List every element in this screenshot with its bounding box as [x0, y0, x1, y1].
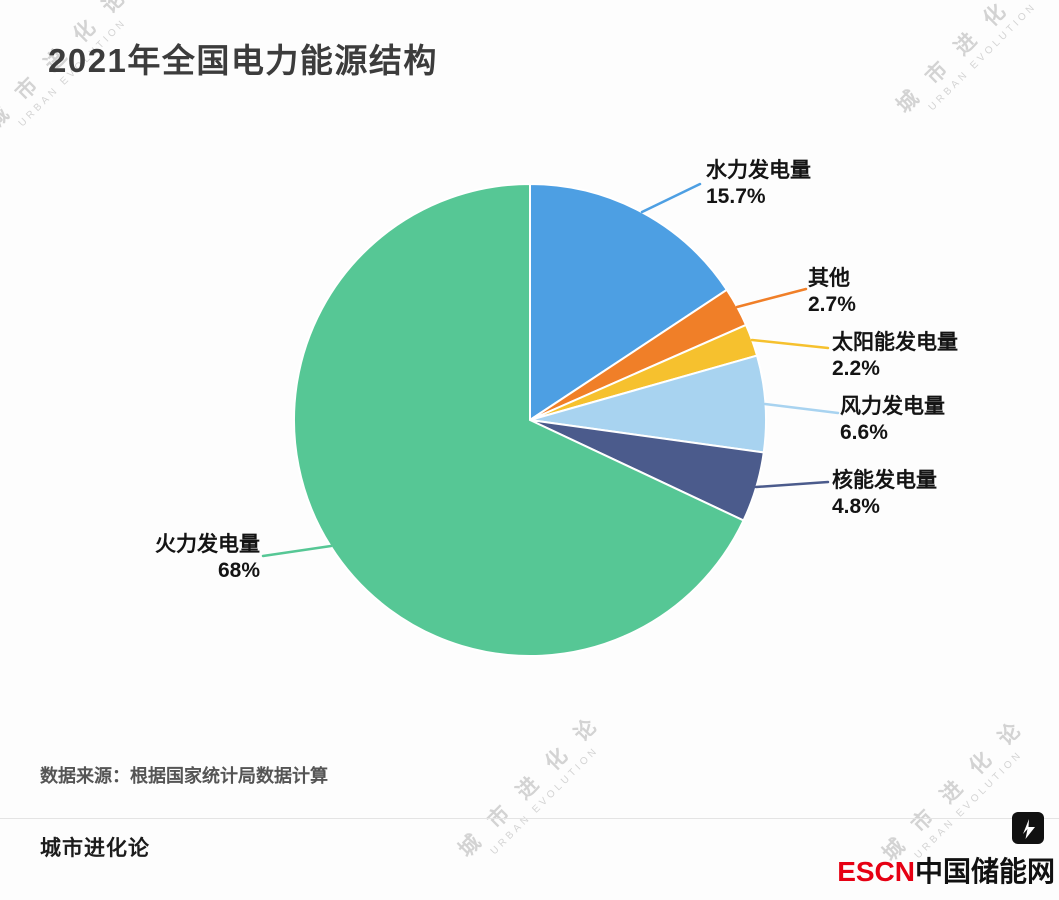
slice-percent: 2.2%	[832, 357, 880, 380]
escn-logo-icon	[1012, 812, 1044, 844]
pie-slices-group	[292, 182, 767, 657]
footer-divider	[0, 818, 1059, 819]
slice-percent: 4.8%	[832, 495, 880, 518]
slice-label-hydro: 水力发电量 15.7%	[706, 158, 811, 210]
leader-lines-group	[261, 182, 840, 558]
slice-name: 火力发电量	[155, 533, 260, 556]
slice-name: 水力发电量	[706, 159, 811, 182]
slice-label-wind: 风力发电量 6.6%	[840, 394, 945, 446]
slice-name: 其他	[808, 267, 850, 290]
escn-site-text: 中国储能网	[914, 856, 1055, 887]
escn-text: ESCN	[837, 856, 915, 887]
slice-name: 风力发电量	[840, 395, 945, 418]
slice-percent: 68%	[217, 559, 260, 582]
slice-percent: 6.6%	[840, 421, 888, 444]
leader-line-3	[763, 402, 840, 415]
data-source-note: 数据来源：根据国家统计局数据计算	[40, 766, 328, 786]
slice-percent: 15.7%	[706, 185, 766, 208]
leader-line-4	[754, 480, 830, 489]
leader-line-0	[640, 182, 702, 214]
slice-name: 核能发电量	[832, 469, 937, 492]
leader-line-2	[750, 338, 830, 350]
leader-line-5	[261, 544, 333, 558]
slice-label-nuclear: 核能发电量 4.8%	[832, 468, 937, 520]
slice-label-other: 其他 2.7%	[808, 266, 856, 318]
escn-wordmark: ESCN中国储能网	[837, 850, 1055, 890]
footer-brand: 城市进化论	[40, 837, 150, 860]
leader-line-1	[735, 287, 808, 309]
slice-label-solar: 太阳能发电量 2.2%	[832, 330, 958, 382]
page-title: 2021年全国电力能源结构	[48, 42, 438, 79]
slice-percent: 2.7%	[808, 293, 856, 316]
slice-name: 太阳能发电量	[832, 331, 958, 354]
slice-label-thermal: 火力发电量 68%	[118, 532, 260, 584]
